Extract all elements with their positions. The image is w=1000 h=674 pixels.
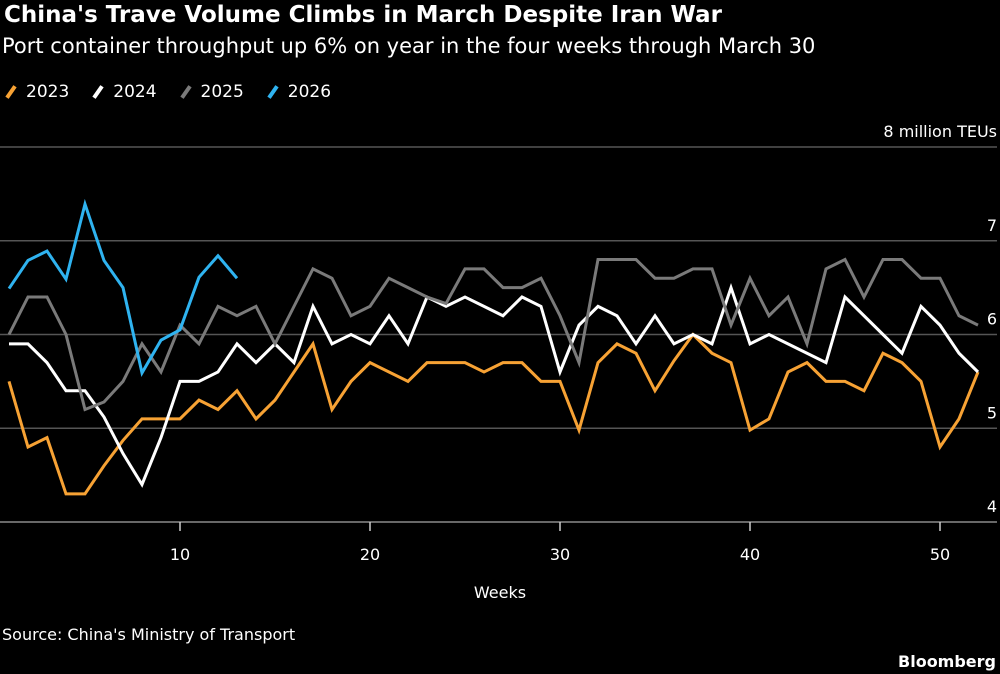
legend-item-2025: 2025	[179, 82, 244, 102]
legend-item-2024: 2024	[91, 82, 157, 102]
y-tick-label: 8 million TEUs	[883, 122, 997, 141]
series-line-2025	[7, 257, 979, 412]
chart-title: China's Trave Volume Climbs in March Des…	[4, 2, 722, 28]
legend-label: 2024	[113, 82, 157, 102]
x-axis-label: Weeks	[0, 583, 1000, 602]
y-tick-label: 4	[987, 497, 997, 516]
legend-label: 2023	[26, 82, 70, 102]
x-axis-label-text: Weeks	[473, 583, 527, 602]
x-tick-label: 20	[360, 545, 380, 564]
x-tick-label: 50	[930, 545, 950, 564]
line-chart: 4 5 6 7 8 million TEUs 10 20 30 40 50	[0, 122, 997, 564]
source-note: Source: China's Ministry of Transport	[2, 625, 296, 644]
x-tick-label: 10	[170, 545, 190, 564]
x-tick-label: 30	[550, 545, 570, 564]
y-tick-label: 6	[987, 310, 997, 329]
bloomberg-logo: Bloomberg	[898, 652, 996, 671]
x-tick-label: 40	[740, 545, 760, 564]
series-line-2023	[7, 332, 980, 496]
series-line-2026	[7, 198, 239, 378]
legend-item-2023: 2023	[4, 82, 69, 102]
chart-subtitle: Port container throughput up 6% on year …	[2, 34, 816, 58]
y-tick-label: 7	[987, 216, 997, 235]
legend-label: 2026	[287, 82, 332, 102]
series-line-2024	[9, 282, 980, 488]
legend: 2023 2024 2025 2026	[4, 82, 331, 102]
legend-item-2026: 2026	[266, 82, 331, 102]
legend-label: 2025	[200, 82, 244, 102]
y-tick-label: 5	[987, 403, 997, 422]
